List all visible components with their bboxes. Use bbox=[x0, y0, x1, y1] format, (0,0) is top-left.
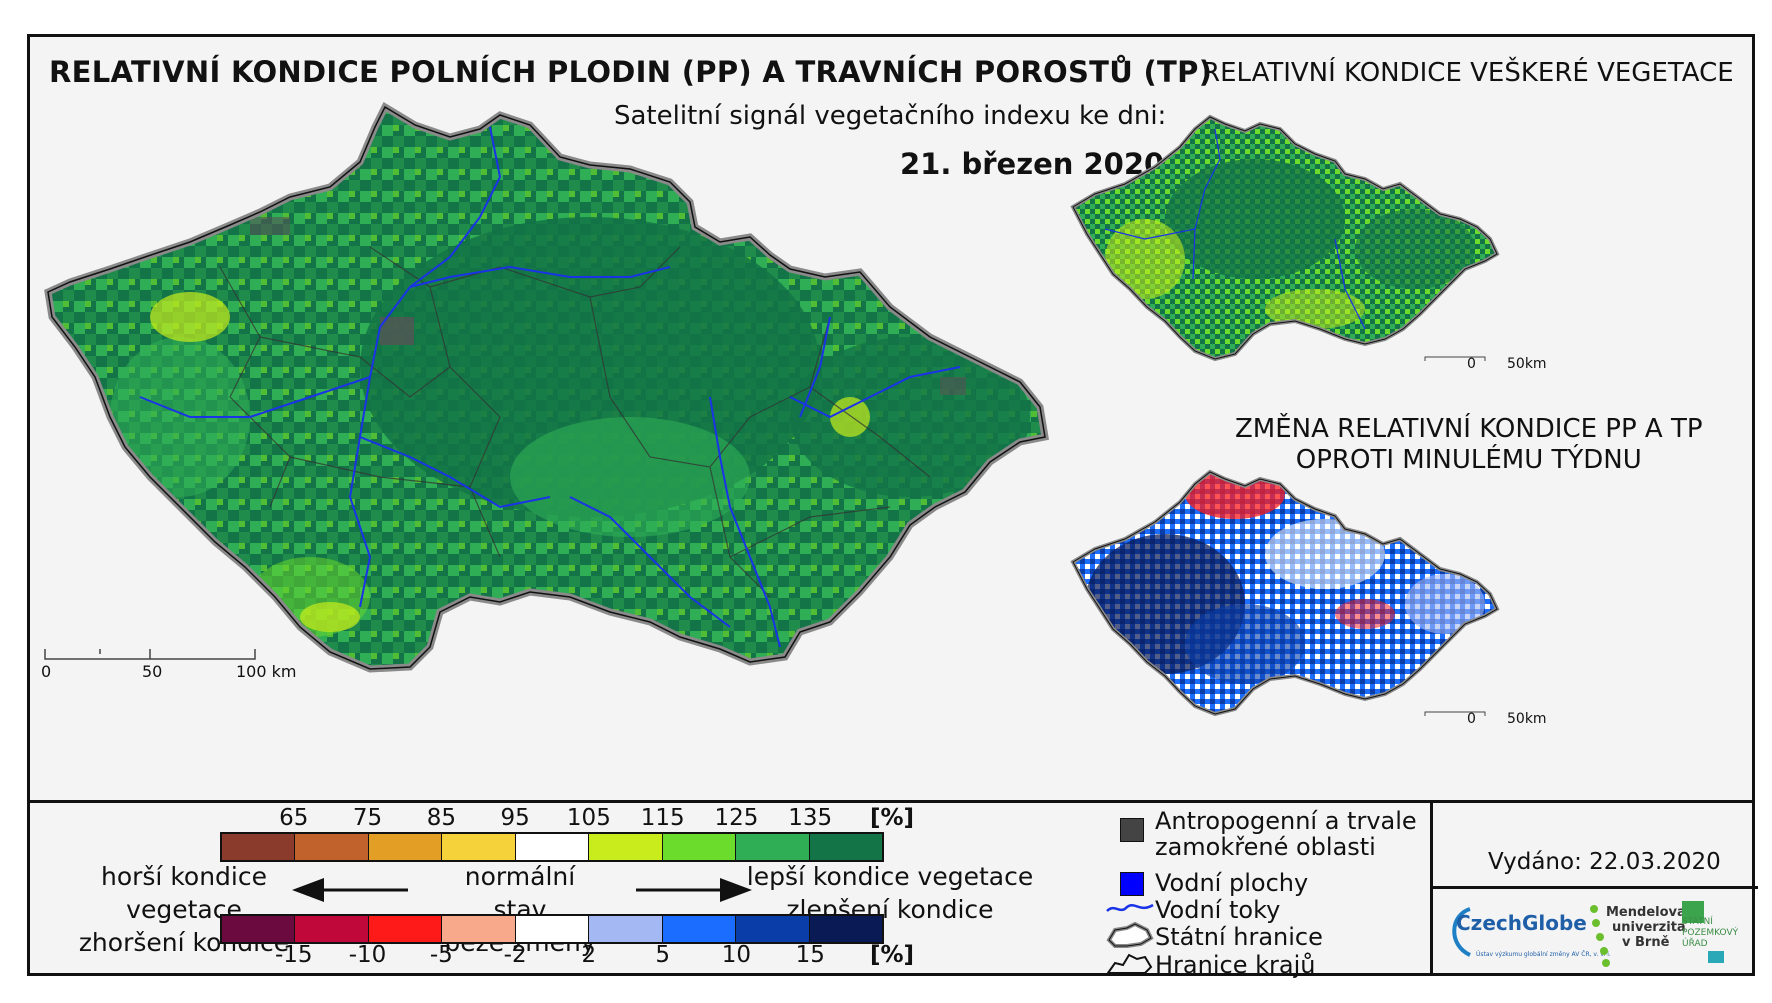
condition-tick-6: 125 bbox=[714, 805, 759, 831]
change-tick-2: -5 bbox=[429, 942, 453, 968]
change-condition-map bbox=[1071, 470, 1499, 716]
condition-swatch-8 bbox=[809, 834, 882, 860]
condition-swatch-1 bbox=[295, 834, 369, 860]
czechglobe-sub: Ústav výzkumu globální změny AV ČR, v. v… bbox=[1476, 951, 1611, 958]
map-panel: RELATIVNÍ KONDICE POLNÍCH PLODIN (PP) A … bbox=[30, 37, 1752, 800]
region-border-label: Hranice krajů bbox=[1155, 951, 1316, 979]
condition-tick-4: 105 bbox=[566, 805, 611, 831]
mendel-line1: Mendelova bbox=[1606, 905, 1686, 920]
anthropogenic-swatch bbox=[1120, 818, 1144, 842]
spu-accent-icon bbox=[1708, 951, 1724, 963]
change-tick-5: 5 bbox=[655, 942, 670, 968]
main-scale-100: 100 km bbox=[236, 662, 296, 681]
issued-date: Vydáno: 22.03.2020 bbox=[1488, 849, 1721, 875]
condition-swatch-3 bbox=[442, 834, 516, 860]
logos-area: CzechGlobe Ústav výzkumu globální změny … bbox=[1440, 895, 1752, 971]
right-arrow-icon bbox=[636, 878, 752, 902]
spu-line3: ÚŘAD bbox=[1682, 939, 1708, 949]
condition-tick-5: 115 bbox=[640, 805, 685, 831]
river-symbol-icon bbox=[1106, 903, 1154, 912]
change-swatch-2 bbox=[368, 916, 443, 942]
state-border-label: Státní hranice bbox=[1155, 923, 1323, 951]
veg-scale-0: 0 bbox=[1467, 356, 1476, 372]
condition-tick-7: 135 bbox=[788, 805, 833, 831]
condition-colorbar bbox=[220, 832, 884, 862]
condition-tick-3: 95 bbox=[500, 805, 530, 831]
condition-swatch-6 bbox=[662, 834, 737, 860]
main-scale-50: 50 bbox=[142, 662, 162, 681]
main-scalebar bbox=[44, 649, 256, 660]
date-label: 21. březen 2020 bbox=[900, 147, 1165, 181]
condition-swatch-2 bbox=[368, 834, 443, 860]
spu-line1: STÁTNÍ bbox=[1682, 917, 1713, 927]
change-tick-6: 10 bbox=[721, 942, 752, 968]
condition-swatch-0 bbox=[222, 834, 296, 860]
mendel-line2: univerzita bbox=[1612, 920, 1686, 935]
left-arrow-icon bbox=[292, 878, 408, 902]
anthropogenic-label: Antropogenní a trvale zamokřené oblasti bbox=[1155, 808, 1417, 860]
subtitle: Satelitní signál vegetačního indexu ke d… bbox=[614, 101, 1167, 131]
issued-separator bbox=[1430, 886, 1758, 889]
main-scale-0: 0 bbox=[41, 662, 51, 681]
change-swatch-5 bbox=[589, 916, 663, 942]
change-scale-50: 50km bbox=[1507, 711, 1547, 727]
condition-swatch-5 bbox=[589, 834, 663, 860]
change-tick-1: -10 bbox=[348, 942, 387, 968]
change-map-title: ZMĚNA RELATIVNÍ KONDICE PP A TP OPROTI M… bbox=[1235, 414, 1703, 476]
czechglobe-logo-icon bbox=[1452, 907, 1471, 957]
change-tick-0: -15 bbox=[274, 942, 313, 968]
main-title: RELATIVNÍ KONDICE POLNÍCH PLODIN (PP) A … bbox=[49, 55, 1213, 89]
change-swatch-6 bbox=[662, 916, 737, 942]
change-title-line2: OPROTI MINULÉMU TÝDNU bbox=[1295, 445, 1642, 475]
legend-separator bbox=[30, 800, 1752, 803]
condition-tick-0: 65 bbox=[279, 805, 309, 831]
region-border-symbol-icon bbox=[1106, 953, 1153, 974]
condition-unit: [%] bbox=[870, 805, 915, 831]
change-swatch-4 bbox=[515, 916, 590, 942]
change-swatch-1 bbox=[295, 916, 369, 942]
spu-name: STÁTNÍ POZEMKOVÝ ÚŘAD bbox=[1682, 917, 1738, 950]
veg-scale-50: 50km bbox=[1507, 356, 1547, 372]
main-condition-map: 0 50 100 km bbox=[41, 37, 1230, 681]
spu-line2: POZEMKOVÝ bbox=[1682, 928, 1739, 938]
change-swatch-0 bbox=[222, 916, 296, 942]
state-border-symbol-icon bbox=[1106, 921, 1154, 948]
change-colorbar bbox=[220, 914, 884, 944]
condition-swatch-4 bbox=[515, 834, 590, 860]
better-label: lepší kondice vegetace zlepšení kondice bbox=[745, 860, 1035, 926]
spu-logo-icon bbox=[1682, 901, 1704, 923]
change-unit: [%] bbox=[870, 942, 915, 968]
worse-line1: horší kondice vegetace bbox=[100, 862, 267, 924]
change-tick-4: 2 bbox=[581, 942, 597, 968]
anthropogenic-line2: zamokřené oblasti bbox=[1155, 833, 1376, 861]
water-bodies-label: Vodní plochy bbox=[1155, 869, 1309, 897]
condition-swatch-7 bbox=[736, 834, 810, 860]
change-title-line1: ZMĚNA RELATIVNÍ KONDICE PP A TP bbox=[1235, 414, 1703, 444]
mendel-name: Mendelova univerzita v Brně bbox=[1606, 905, 1686, 950]
change-swatch-8 bbox=[809, 916, 882, 942]
change-swatch-7 bbox=[736, 916, 810, 942]
info-separator bbox=[1430, 803, 1433, 976]
change-scale-0: 0 bbox=[1467, 711, 1476, 727]
mendel-logo-icon bbox=[1590, 905, 1610, 967]
condition-tick-1: 75 bbox=[352, 805, 383, 831]
change-swatch-3 bbox=[442, 916, 516, 942]
water-flows-label: Vodní toky bbox=[1155, 896, 1281, 924]
change-tick-7: 15 bbox=[795, 942, 825, 968]
czechglobe-name: CzechGlobe bbox=[1456, 911, 1587, 935]
water-body-swatch bbox=[1120, 872, 1144, 896]
map-frame: RELATIVNÍ KONDICE POLNÍCH PLODIN (PP) A … bbox=[27, 34, 1758, 979]
mendel-line3: v Brně bbox=[1622, 935, 1670, 950]
anthropogenic-line1: Antropogenní a trvale bbox=[1155, 807, 1417, 835]
vegetation-map-title: RELATIVNÍ KONDICE VEŠKERÉ VEGETACE bbox=[1202, 58, 1734, 88]
vegetation-condition-map bbox=[1071, 115, 1499, 361]
condition-tick-2: 85 bbox=[426, 805, 456, 831]
better-line1: lepší kondice vegetace bbox=[746, 862, 1034, 891]
change-tick-3: -2 bbox=[503, 942, 527, 968]
